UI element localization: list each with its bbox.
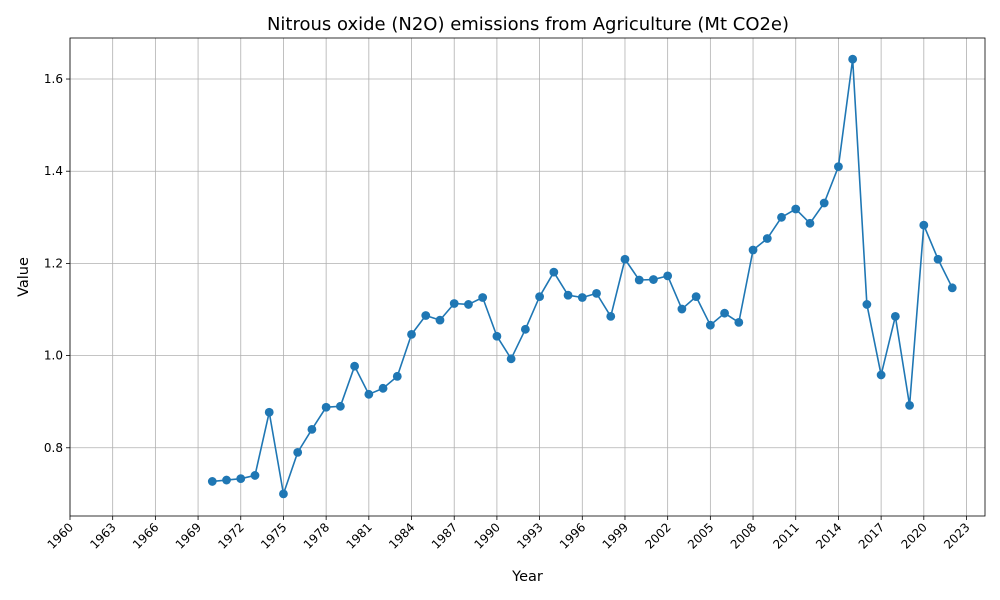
plot-frame	[69, 37, 986, 517]
data-point	[734, 318, 744, 327]
data-point	[890, 312, 900, 321]
data-point	[335, 401, 345, 411]
data-point	[449, 299, 459, 308]
data-point	[250, 471, 260, 480]
data-point	[577, 293, 587, 302]
data-point	[933, 254, 943, 264]
data-point	[520, 324, 530, 334]
data-point	[848, 54, 858, 64]
y-tick-label: 1.2	[44, 256, 63, 270]
data-point	[364, 389, 374, 399]
data-point	[236, 474, 246, 484]
data-point	[563, 290, 573, 300]
data-point	[207, 477, 217, 486]
x-axis-label: Year	[511, 569, 543, 585]
y-tick-label: 0.8	[44, 441, 63, 455]
data-point	[378, 383, 388, 393]
data-point	[506, 354, 516, 364]
data-point	[549, 267, 559, 277]
data-series	[207, 54, 957, 499]
data-point	[720, 308, 729, 318]
data-point	[222, 475, 231, 485]
data-point	[777, 212, 786, 222]
grid-lines	[69, 38, 985, 516]
data-point	[947, 283, 957, 293]
data-point	[478, 293, 488, 302]
data-point	[791, 204, 801, 214]
data-point	[677, 304, 687, 314]
data-point	[691, 292, 701, 301]
data-point	[919, 220, 929, 230]
data-point	[905, 400, 914, 410]
data-point	[435, 315, 445, 325]
y-tick-label: 1.6	[44, 72, 63, 86]
data-point	[834, 162, 843, 172]
data-point	[663, 271, 673, 281]
data-point	[705, 320, 715, 330]
data-point	[876, 370, 886, 380]
y-axis-label: Value	[16, 257, 32, 297]
data-point	[307, 424, 317, 434]
data-point	[421, 311, 431, 320]
data-point	[748, 245, 758, 255]
data-point	[606, 312, 616, 321]
data-point	[634, 275, 644, 285]
data-point	[350, 361, 359, 371]
y-tick-label: 1.0	[44, 349, 63, 363]
data-point	[492, 331, 502, 341]
data-point	[535, 292, 544, 301]
data-point	[464, 300, 473, 309]
data-point	[762, 234, 772, 243]
data-point	[649, 275, 658, 284]
data-point	[592, 288, 601, 298]
y-tick-label: 1.4	[44, 164, 63, 178]
data-point	[805, 218, 815, 228]
data-point	[862, 300, 872, 309]
data-point	[321, 402, 331, 412]
data-point	[620, 254, 630, 264]
data-point	[293, 447, 303, 457]
data-point	[407, 329, 416, 339]
data-point	[264, 407, 274, 417]
data-point	[392, 371, 402, 381]
chart-title: Nitrous oxide (N2O) emissions from Agric…	[267, 14, 789, 35]
data-point	[819, 198, 829, 208]
data-point	[279, 489, 288, 499]
